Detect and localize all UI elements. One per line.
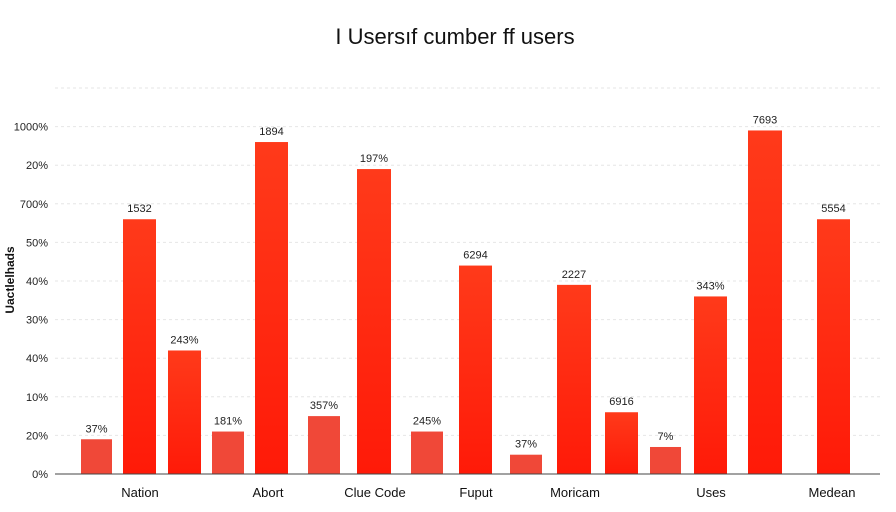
bar-data-label: 37% [515, 439, 537, 451]
x-tick-label: Fuput [459, 485, 493, 500]
x-tick-label: Nation [121, 485, 159, 500]
bar-data-label: 6916 [609, 396, 633, 408]
y-tick-label: 0% [32, 469, 48, 481]
bar [605, 412, 638, 474]
bar [694, 296, 727, 474]
bar-data-label: 5554 [821, 203, 845, 215]
bar-data-label: 37% [85, 423, 107, 435]
bar [255, 142, 288, 475]
y-tick-label: 1000% [14, 122, 48, 134]
bar [308, 416, 340, 474]
bar-data-label: 197% [360, 153, 388, 165]
chart-title: I Usersıf cumber ff users [335, 24, 574, 49]
x-tick-label: Abort [252, 485, 283, 500]
bar-data-label: 343% [696, 280, 724, 292]
data-labels: 37% 1532 243% 181% 1894 357% 197% 245% 6294 37% 22… [85, 114, 845, 450]
bar-data-label: 6294 [463, 250, 487, 262]
y-tick-label: 50% [26, 237, 48, 249]
y-tick-label: 700% [20, 199, 48, 211]
x-axis-ticks: Nation Abort Clue Code Fuput Moricam Uses Mede… [121, 485, 855, 500]
bar-data-label: 245% [413, 416, 441, 428]
bar [748, 130, 782, 474]
bar [459, 265, 492, 474]
x-tick-label: Clue Code [344, 485, 405, 500]
y-tick-label: 40% [26, 276, 48, 288]
y-tick-label: 30% [26, 315, 48, 327]
bar-data-label: 2227 [562, 269, 586, 281]
y-axis-ticks: 0% 20% 10% 40% 30% 40% 50% 700% 20% 1000% [14, 122, 48, 481]
bars [81, 130, 850, 475]
y-tick-label: 10% [26, 392, 48, 404]
y-tick-label: 20% [26, 430, 48, 442]
x-tick-label: Moricam [550, 485, 600, 500]
y-tick-label: 20% [26, 160, 48, 172]
bar [168, 350, 201, 474]
y-axis-label: Uactlelhads [3, 246, 17, 314]
bar [212, 431, 244, 474]
bar [123, 219, 156, 474]
x-tick-label: Medean [809, 485, 856, 500]
bar-data-label: 243% [170, 334, 198, 346]
bar [650, 446, 681, 474]
bar-data-label: 7% [658, 431, 674, 443]
bar-data-label: 357% [310, 400, 338, 412]
bar [510, 454, 542, 474]
bar [81, 439, 112, 474]
y-tick-label: 40% [26, 353, 48, 365]
bar [817, 219, 850, 474]
bar [557, 284, 591, 474]
bar [411, 431, 443, 474]
x-tick-label: Uses [696, 485, 726, 500]
bar [357, 169, 391, 474]
bar-data-label: 7693 [753, 114, 777, 126]
bar-data-label: 1532 [127, 203, 151, 215]
bar-data-label: 1894 [259, 126, 283, 138]
bar-data-label: 181% [214, 416, 242, 428]
